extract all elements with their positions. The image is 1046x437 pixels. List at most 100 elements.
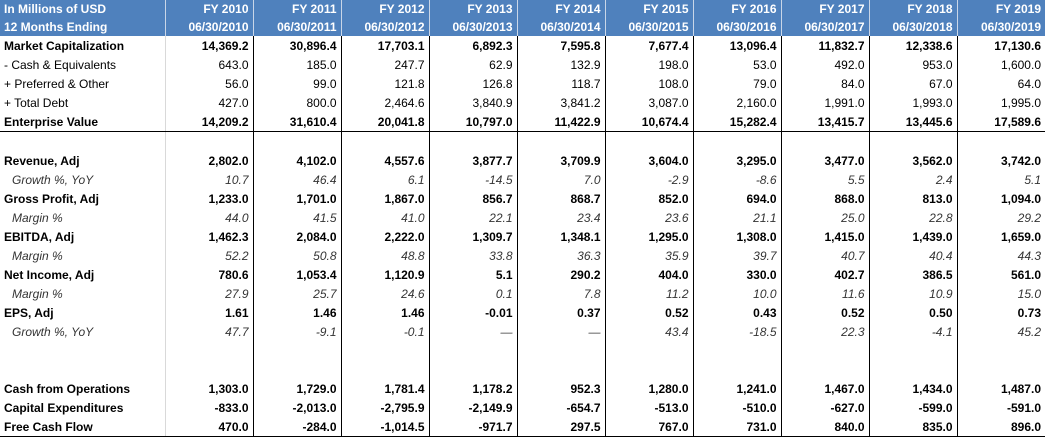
row-label-cell: Growth %, YoY	[0, 170, 166, 189]
value-cell: -599.0	[869, 398, 958, 417]
value-cell: 11,832.7	[781, 36, 870, 55]
value-cell: 30,896.4	[253, 36, 342, 55]
value-cell	[165, 341, 254, 360]
header-year-cell: FY 2013	[429, 0, 518, 18]
value-cell: 868.7	[517, 189, 606, 208]
table-row: Margin % 52.2 50.8 48.8 33.8 36.3 35.9 39.7 40.7…	[0, 246, 1045, 265]
value-cell: 800.0	[253, 93, 342, 112]
value-cell: 2,084.0	[253, 227, 342, 246]
value-cell: 470.0	[165, 417, 254, 437]
value-cell	[693, 341, 782, 360]
value-cell	[605, 341, 694, 360]
value-cell: 99.0	[253, 74, 342, 93]
value-cell: 5.5	[781, 170, 870, 189]
value-cell: 108.0	[605, 74, 694, 93]
value-cell: 1,295.0	[605, 227, 694, 246]
value-cell: 247.7	[341, 55, 430, 74]
value-cell: 4,557.6	[341, 151, 430, 170]
table-row: Growth %, YoY 47.7 -9.1 -0.1— —43.4 -18.5 22.3…	[0, 322, 1045, 341]
value-cell: 1.46	[253, 303, 342, 322]
value-cell: 1.46	[341, 303, 430, 322]
value-cell: 2,222.0	[341, 227, 430, 246]
header-year-cell: 06/30/2014	[517, 18, 606, 36]
value-cell: 13,415.7	[781, 112, 870, 132]
value-cell: 12,338.6	[869, 36, 958, 55]
value-cell: 39.7	[693, 246, 782, 265]
value-cell: 3,877.7	[429, 151, 518, 170]
value-cell: 40.4	[869, 246, 958, 265]
header-year-cell: 06/30/2019	[957, 18, 1045, 36]
row-label-cell: Enterprise Value	[0, 112, 166, 132]
table-row: EPS, Adj 1.61 1.46 1.46 -0.01 0.37 0.52 0.43 0.5…	[0, 303, 1045, 322]
value-cell: -654.7	[517, 398, 606, 417]
spacer-row	[0, 360, 1045, 379]
value-cell: 20,041.8	[341, 112, 430, 132]
value-cell: 45.2	[1017, 324, 1041, 339]
value-cell: 767.0	[605, 417, 694, 437]
table-row: Cash from Operations 1,303.0 1,729.0 1,781.…	[0, 379, 1045, 398]
value-cell: 15.0	[1017, 286, 1041, 301]
value-cell: 6.1	[341, 170, 430, 189]
value-cell: 23.6	[605, 208, 694, 227]
value-cell: 386.5	[869, 265, 958, 284]
value-cell: 835.0	[869, 417, 958, 437]
table-body: Market Capitalization 14,369.2 30,896.4 17,…	[0, 36, 1045, 437]
row-label-cell	[0, 341, 166, 360]
value-cell: 43.4	[605, 322, 694, 341]
header-year-cell: 06/30/2015	[605, 18, 694, 36]
value-cell: 11,422.9	[517, 112, 606, 132]
value-cell: 11.6	[781, 284, 870, 303]
row-label-cell	[0, 131, 166, 151]
table-row: Free Cash Flow 470.0 -284.0 -1,014.5 -971.7 2…	[0, 417, 1045, 437]
value-cell: 56.0	[165, 74, 254, 93]
header-year-cell: 06/30/2011	[253, 18, 342, 36]
value-cell: 1,308.0	[693, 227, 782, 246]
value-cell: 22.1	[429, 208, 518, 227]
value-cell: 24.6	[341, 284, 430, 303]
value-cell: 3,477.0	[781, 151, 870, 170]
value-cell: 185.0	[253, 55, 342, 74]
row-label-cell: Margin %	[0, 284, 166, 303]
value-cell: 67.0	[869, 74, 958, 93]
value-cell: 1,233.0	[165, 189, 254, 208]
header-year-cell: 06/30/2018	[869, 18, 958, 36]
value-cell	[957, 360, 1045, 379]
value-cell: 7,677.4	[605, 36, 694, 55]
header-year-cell: FY 2011	[253, 0, 342, 18]
row-label-cell: + Total Debt	[0, 93, 166, 112]
value-cell: 41.5	[253, 208, 342, 227]
value-cell: —	[517, 322, 606, 341]
header-year-cell: FY 2015	[605, 0, 694, 18]
value-cell: -4.1	[869, 322, 958, 341]
value-cell: 29.2	[1017, 210, 1041, 225]
spacer-row	[0, 131, 1045, 151]
value-cell: 50.8	[253, 246, 342, 265]
value-cell: 17,130.6	[994, 38, 1041, 53]
value-cell: 1,993.0	[869, 93, 958, 112]
value-cell: 132.9	[517, 55, 606, 74]
value-cell: 813.0	[869, 189, 958, 208]
row-label-cell: Gross Profit, Adj	[0, 189, 166, 208]
value-cell: 35.9	[605, 246, 694, 265]
value-cell: 84.0	[781, 74, 870, 93]
table-row: + Total Debt 427.0 800.0 2,464.6 3,840.9 3,84…	[0, 93, 1045, 112]
value-cell: —	[429, 322, 518, 341]
value-cell: -2,795.9	[341, 398, 430, 417]
value-cell: 0.43	[693, 303, 782, 322]
header-year-cell: FY 2012	[341, 0, 430, 18]
value-cell: 1,434.0	[869, 379, 958, 398]
header-year-cell: 06/30/2012	[341, 18, 430, 36]
value-cell: 402.7	[781, 265, 870, 284]
value-cell: -8.6	[693, 170, 782, 189]
value-cell: 14,209.2	[165, 112, 254, 132]
value-cell	[165, 131, 254, 151]
value-cell	[869, 341, 958, 360]
value-cell: 5.1	[1024, 172, 1041, 187]
value-cell: 21.1	[693, 208, 782, 227]
value-cell: 952.3	[517, 379, 606, 398]
value-cell: 13,445.6	[869, 112, 958, 132]
value-cell	[781, 131, 870, 151]
value-cell: 17,703.1	[341, 36, 430, 55]
value-cell	[869, 360, 958, 379]
row-label-cell: Free Cash Flow	[0, 417, 166, 437]
